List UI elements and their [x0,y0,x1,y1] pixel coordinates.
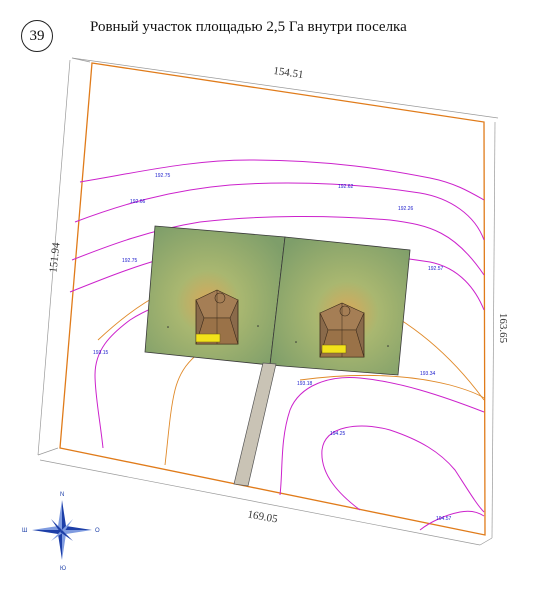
contour-line [321,425,485,513]
contour-line [419,510,485,531]
plot-boundary [59,62,486,536]
contour-line [279,376,485,496]
elevation-label: 192.75 [155,173,171,179]
plot-number: 39 [29,27,45,44]
dimension-left: 151.94 [47,242,62,274]
dimension-bottom: 169.05 [247,509,279,526]
dimension-top: 154.51 [273,65,305,81]
contour-line [79,159,485,201]
elevation-label: 194.25 [330,431,346,437]
elevation-label: 193.18 [297,381,313,387]
elevation-label: 192.75 [122,258,138,264]
elevation-label: 193.34 [420,371,436,377]
dimension-right: 163.65 [497,313,509,344]
plot-number-badge: 39 [21,20,53,52]
compass-rose: N Ю Ш О [22,492,100,572]
elevation-label: 192.66 [130,199,146,205]
dimension-lines [37,57,499,546]
contour-line [74,182,485,241]
compass-west: Ш [22,528,28,534]
lot-markers [167,325,389,347]
compass-east: О [95,528,100,534]
access-road [233,362,277,487]
page-title: Ровный участок площадью 2,5 Га внутри по… [90,19,407,35]
contour-line [71,215,485,276]
elevation-label: 194.57 [436,516,452,522]
elevation-label: 192.26 [398,206,414,212]
elevation-labels: 192.75 192.66 192.62 192.26 192.75 192.5… [93,173,452,522]
elevation-label: 193.15 [93,350,109,356]
house-right [319,302,365,358]
contour-line [299,374,485,399]
elevation-label: 192.62 [338,184,354,190]
compass-south: Ю [60,566,66,572]
house-left [195,289,239,345]
compass-star-icon [32,500,92,560]
contour-line [164,351,201,466]
elevation-label: 192.57 [428,266,444,272]
compass-north: N [60,492,64,498]
